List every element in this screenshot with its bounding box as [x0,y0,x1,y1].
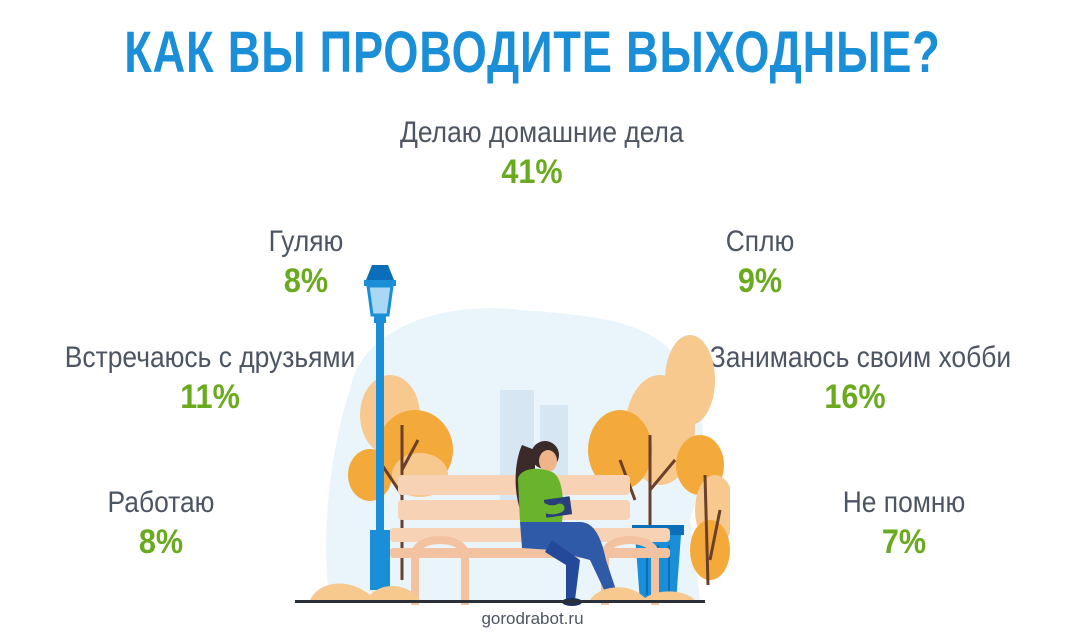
answer-item-friends: Встречаюсь с друзьями 11% [45,340,375,418]
answer-value: 9% [737,262,783,300]
answer-item-chores: Делаю домашние дела 41% [382,115,684,193]
answer-value: 41% [501,153,563,191]
page-title: КАК ВЫ ПРОВОДИТЕ ВЫХОДНЫЕ? [124,20,941,85]
answer-item-dont-remember: Не помню 7% [804,485,1004,563]
answer-label: Сплю [725,225,795,258]
answer-label: Встречаюсь с друзьями [64,341,356,374]
answer-label: Работаю [107,486,215,519]
answer-label: Гуляю [268,225,344,258]
answer-item-work: Работаю 8% [61,485,261,563]
tree-right-icon [588,335,730,590]
source-footer: gorodrabot.ru [481,609,584,628]
answer-value: 7% [881,523,927,561]
park-illustration [295,265,730,606]
answer-label: Занимаюсь своим хобби [709,341,1012,374]
answer-label: Не помню [842,486,966,519]
answer-item-sleep: Сплю 9% [660,224,860,302]
lamp-post-icon [364,265,396,590]
bush-shape [590,587,695,600]
answer-item-walk: Гуляю 8% [206,224,406,302]
answer-value: 16% [824,378,886,416]
answer-value: 8% [138,523,184,561]
answer-value: 8% [283,262,329,300]
answer-value: 11% [180,378,240,416]
answer-label: Делаю домашние дела [400,116,684,149]
answer-item-hobby: Занимаюсь своим хобби 16% [690,340,1020,418]
bush-shape [310,583,420,600]
ground-line [295,600,705,603]
